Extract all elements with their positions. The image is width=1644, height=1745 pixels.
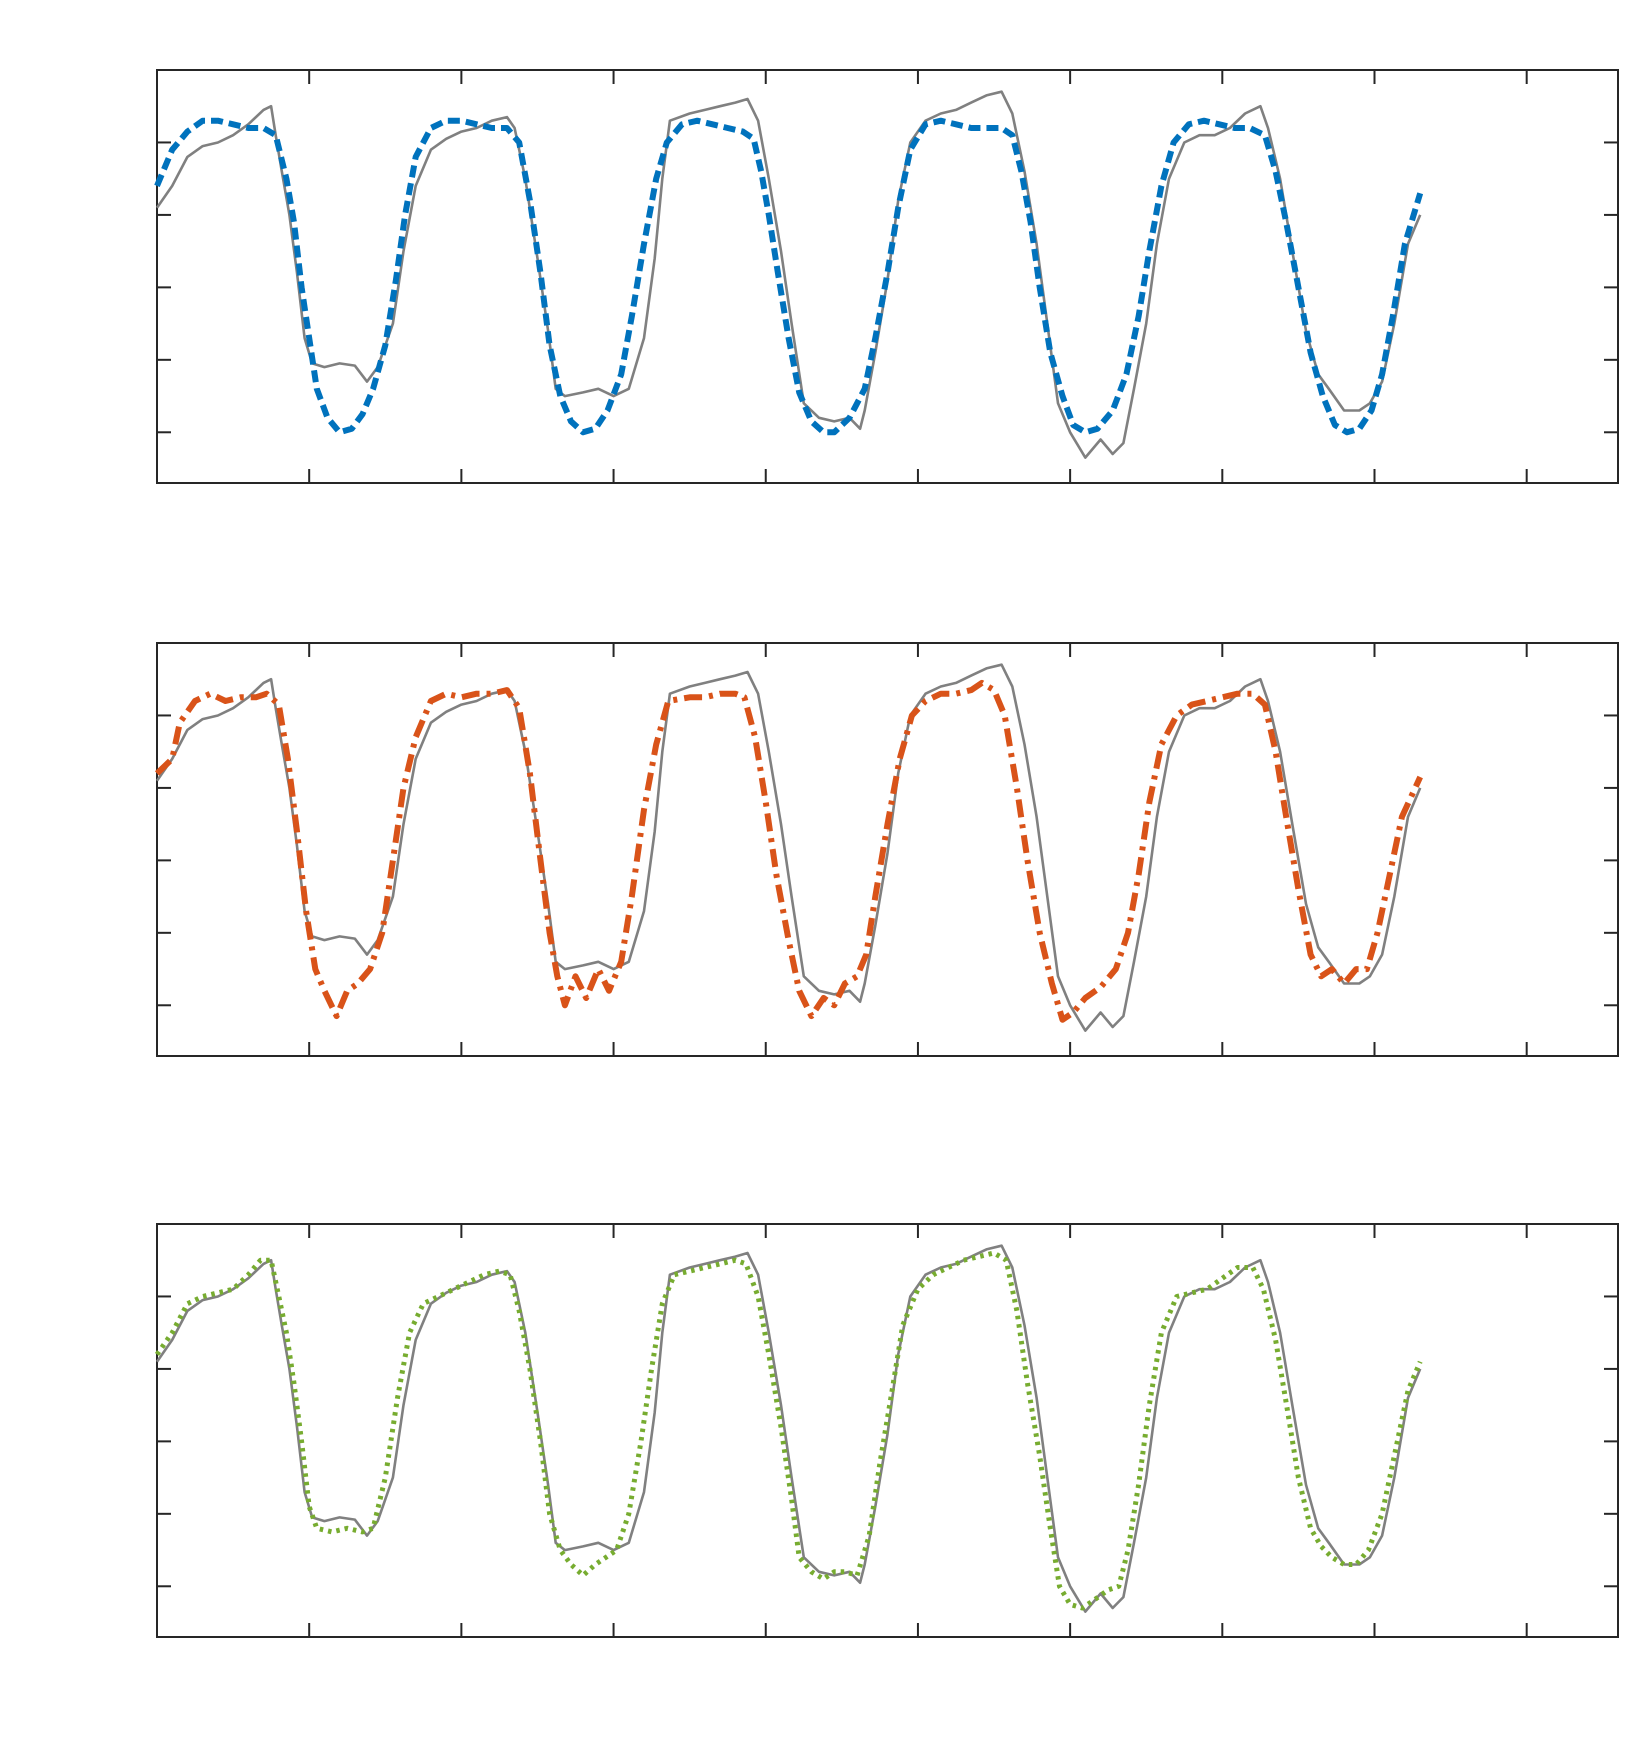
measured-series-line (155, 90, 1422, 459)
estimated-series-line (154, 679, 1423, 1023)
estimated-series-line (154, 117, 1424, 436)
panel-2 (154, 642, 1619, 1057)
panel-1 (154, 69, 1619, 484)
panel-3 (154, 1223, 1619, 1638)
axes-frame (156, 1223, 1619, 1638)
axes-frame (156, 69, 1619, 484)
measured-series-line (155, 663, 1422, 1032)
estimated-series-line (154, 1250, 1423, 1611)
axes-frame (156, 642, 1619, 1057)
measured-series-line (155, 1244, 1422, 1613)
